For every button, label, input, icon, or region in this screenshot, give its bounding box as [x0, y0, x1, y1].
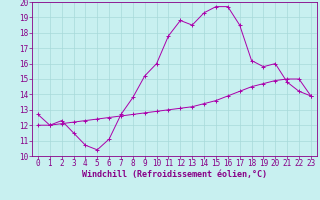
X-axis label: Windchill (Refroidissement éolien,°C): Windchill (Refroidissement éolien,°C) [82, 170, 267, 179]
